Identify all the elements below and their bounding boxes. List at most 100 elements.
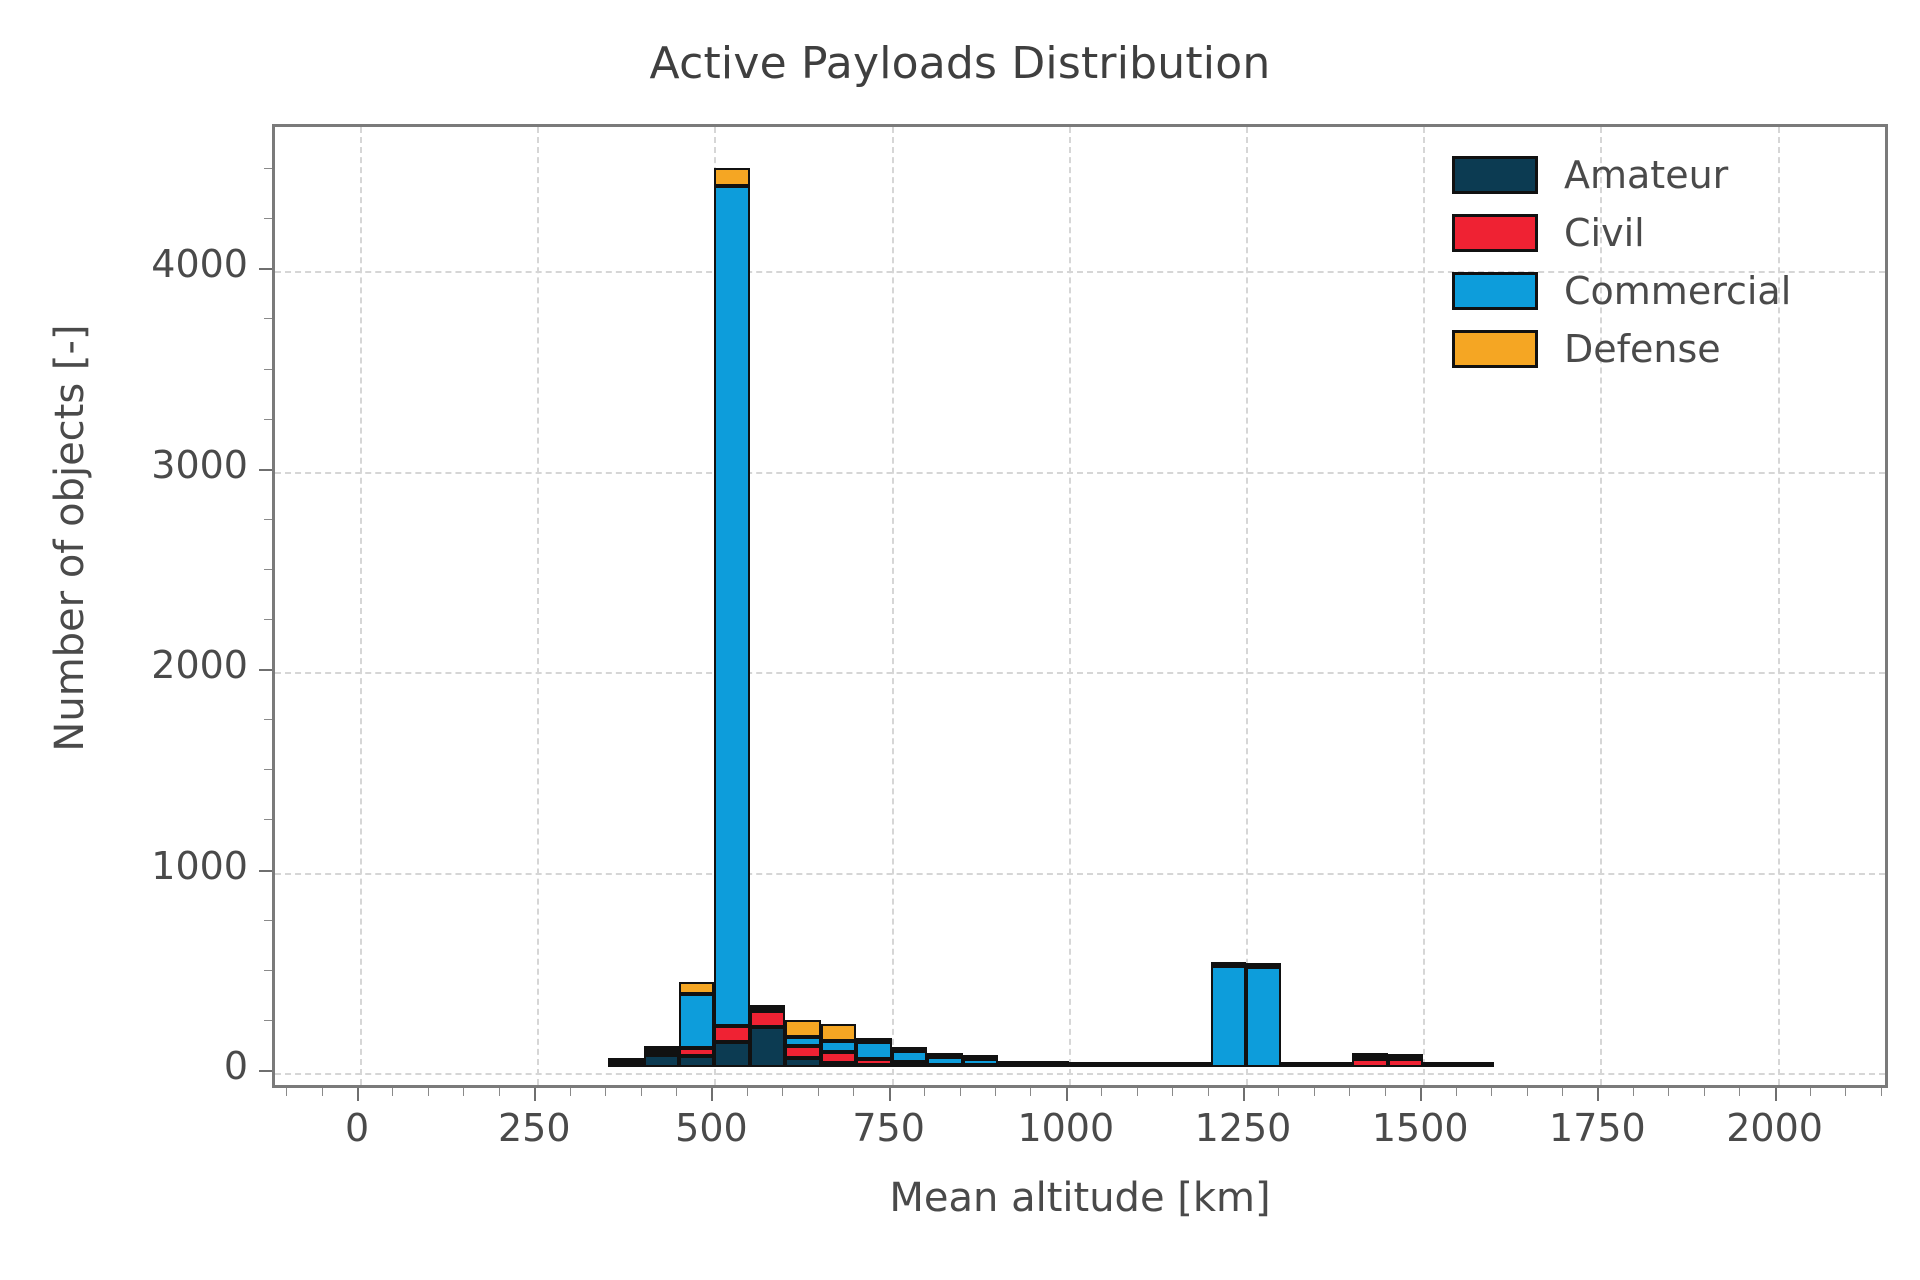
bar-stack <box>1352 1052 1388 1085</box>
bar-segment-amateur <box>714 1041 750 1067</box>
x-tick-minor <box>1207 1088 1209 1096</box>
bar-stack <box>785 1019 821 1085</box>
legend-item-civil[interactable]: Civil <box>1452 204 1872 262</box>
y-tick-minor <box>264 769 272 771</box>
legend-swatch-defense <box>1452 330 1538 368</box>
y-tick <box>259 869 272 872</box>
bar-segment-defense <box>1281 1062 1317 1067</box>
x-tick-minor <box>1561 1088 1563 1096</box>
bar-stack <box>749 1004 786 1085</box>
bar-segment-defense <box>1210 962 1247 967</box>
y-tick-minor <box>264 969 272 971</box>
bar-segment-defense <box>927 1052 963 1057</box>
x-tick-label: 1500 <box>1371 1106 1469 1150</box>
x-tick <box>1243 1088 1246 1101</box>
x-tick-minor <box>1101 1088 1103 1096</box>
x-tick-minor <box>1845 1088 1847 1096</box>
chart-legend: Amateur Civil Commercial Defense <box>1452 146 1872 378</box>
bar-segment-commercial <box>679 993 715 1048</box>
x-tick-minor <box>1455 1088 1457 1096</box>
x-tick-minor <box>286 1088 288 1096</box>
x-tick-minor <box>1313 1088 1315 1096</box>
x-tick-minor <box>782 1088 784 1096</box>
x-tick-minor <box>569 1088 571 1096</box>
x-tick-label: 500 <box>675 1106 748 1150</box>
x-tick-minor <box>1278 1088 1280 1096</box>
bar-stack <box>962 1055 998 1085</box>
y-tick <box>259 1069 272 1072</box>
bar-segment-civil <box>820 1051 857 1063</box>
bar-segment-amateur <box>820 1062 857 1067</box>
bar-segment-commercial <box>714 186 750 1026</box>
x-tick-minor <box>1172 1088 1174 1096</box>
y-tick-minor <box>264 568 272 570</box>
y-tick <box>259 268 272 271</box>
x-tick-minor <box>959 1088 961 1096</box>
y-axis-label: Number of objects [-] <box>47 324 93 752</box>
bar-segment-defense <box>856 1037 892 1042</box>
bar-segment-commercial <box>891 1050 928 1062</box>
y-tick-minor <box>264 518 272 520</box>
x-tick-minor <box>498 1088 500 1096</box>
bar-segment-defense <box>1423 1061 1459 1066</box>
x-tick-label: 0 <box>344 1106 370 1150</box>
bar-stack <box>1068 1061 1105 1085</box>
legend-label: Civil <box>1564 211 1645 255</box>
bar-stack <box>643 1046 679 1085</box>
x-tick-minor <box>1632 1088 1634 1096</box>
x-tick-minor <box>853 1088 855 1096</box>
bar-segment-defense <box>785 1019 821 1037</box>
bar-stack <box>891 1046 928 1085</box>
y-tick-minor <box>264 368 272 370</box>
x-tick-label: 1250 <box>1194 1106 1292 1150</box>
legend-swatch-civil <box>1452 214 1538 252</box>
bar-segment-amateur <box>679 1055 715 1067</box>
bar-segment-defense <box>997 1060 1034 1065</box>
x-tick <box>1774 1088 1777 1101</box>
x-tick-minor <box>1739 1088 1741 1096</box>
x-tick-label: 1000 <box>1017 1106 1115 1150</box>
legend-label: Commercial <box>1564 269 1792 313</box>
legend-label: Amateur <box>1564 153 1729 197</box>
y-tick-minor <box>264 168 272 170</box>
bar-segment-defense <box>1316 1062 1353 1067</box>
bar-segment-civil <box>856 1058 892 1065</box>
bar-segment-defense <box>1068 1061 1105 1066</box>
bar-segment-civil <box>785 1045 821 1058</box>
y-tick-label: 3000 <box>151 442 248 487</box>
y-tick-minor <box>264 919 272 921</box>
bar-segment-civil <box>1387 1058 1424 1067</box>
x-tick-minor <box>1703 1088 1705 1096</box>
bar-stack <box>1246 962 1282 1085</box>
bar-segment-defense <box>1104 1061 1140 1066</box>
bar-segment-civil <box>1352 1058 1388 1067</box>
bar-segment-civil <box>679 1047 715 1056</box>
x-tick-minor <box>817 1088 819 1096</box>
bar-segment-commercial <box>856 1041 892 1059</box>
y-tick-minor <box>264 819 272 821</box>
bar-segment-defense <box>608 1058 644 1063</box>
bar-stack <box>856 1037 892 1085</box>
x-tick-label: 250 <box>497 1106 571 1150</box>
x-tick-minor <box>1880 1088 1882 1096</box>
y-tick-label: 4000 <box>151 242 248 287</box>
y-tick-minor <box>264 218 272 220</box>
y-tick-minor <box>264 1019 272 1021</box>
bar-segment-civil <box>714 1025 750 1042</box>
x-tick-minor <box>463 1088 465 1096</box>
legend-item-amateur[interactable]: Amateur <box>1452 146 1872 204</box>
x-tick <box>534 1088 537 1101</box>
legend-item-defense[interactable]: Defense <box>1452 320 1872 378</box>
bar-segment-defense <box>1352 1052 1388 1057</box>
y-tick-label: 1000 <box>151 843 248 888</box>
x-tick-minor <box>1668 1088 1670 1096</box>
x-tick-minor <box>392 1088 394 1096</box>
bar-segment-amateur <box>643 1054 679 1067</box>
x-tick-minor <box>994 1088 996 1096</box>
legend-item-commercial[interactable]: Commercial <box>1452 262 1872 320</box>
bar-segment-defense <box>820 1024 857 1041</box>
bar-stack <box>1316 1062 1353 1085</box>
x-tick-minor <box>1349 1088 1351 1096</box>
bar-stack <box>1175 1062 1211 1085</box>
